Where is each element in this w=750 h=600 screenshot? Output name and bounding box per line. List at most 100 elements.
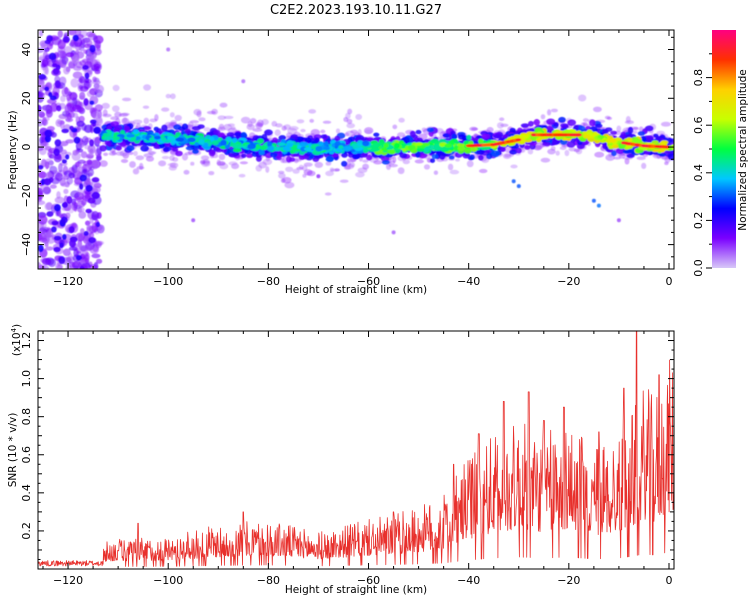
- spectrogram-y-tick-label: −20: [20, 184, 33, 207]
- spectrogram-cell: [143, 117, 150, 125]
- spectrogram-cell: [278, 172, 286, 179]
- spectrogram-y-tick-label: 20: [20, 91, 33, 105]
- spectrogram-cell: [399, 152, 408, 159]
- spectrogram-cell: [613, 156, 621, 160]
- spectrogram-cell: [84, 253, 90, 264]
- spectrogram-cell: [463, 148, 472, 154]
- spectrogram-cell: [317, 141, 324, 146]
- spectrogram-cell: [234, 131, 242, 137]
- spectrogram-cell: [325, 155, 334, 163]
- spectrogram-cell: [172, 157, 179, 162]
- spectrogram-cell: [355, 171, 365, 178]
- spectrogram-cell: [167, 163, 177, 167]
- spectrogram-cell: [169, 112, 175, 118]
- spectrogram-cell: [373, 160, 383, 165]
- spectrogram-cell: [62, 234, 67, 240]
- spectrogram-cell: [240, 153, 247, 158]
- spectrogram-cell: [267, 141, 273, 148]
- spectrogram-cell: [611, 150, 617, 157]
- spectrogram-cell: [56, 191, 61, 199]
- spectrogram-cell: [335, 128, 341, 134]
- snr-x-tick-label: −20: [557, 574, 580, 587]
- spectrogram-cell: [64, 111, 70, 122]
- spectrogram-cell: [86, 90, 95, 98]
- snr-y-tick-label: 1.2: [20, 332, 33, 350]
- colorbar-tick-label: 0.2: [692, 212, 705, 230]
- spectrogram-cell: [601, 129, 609, 134]
- spectrogram-cell: [93, 48, 102, 56]
- spectrogram-cell: [606, 116, 613, 120]
- spectrogram-cell: [83, 79, 92, 84]
- spectrogram-cell: [76, 120, 85, 127]
- spectrogram-cell: [457, 134, 466, 140]
- spectrogram-cell: [392, 124, 398, 130]
- spectrogram-cell: [154, 135, 161, 140]
- snr-y-axis-title: SNR (10 * v/v): [7, 413, 19, 488]
- spectrogram-cell: [115, 151, 125, 156]
- spectrogram-cell: [53, 148, 60, 156]
- spectrogram-cell: [74, 196, 85, 202]
- spectrogram-cell: [402, 159, 410, 165]
- spectrogram-cell: [582, 134, 592, 139]
- spectrogram-cell: [133, 150, 138, 157]
- spectrogram-cell: [72, 34, 79, 42]
- spectrogram-cell: [48, 92, 53, 98]
- spectrogram-cell: [391, 230, 396, 235]
- spectrogram-cell: [660, 121, 671, 127]
- spectrogram-cell: [509, 127, 516, 134]
- spectrogram-cell: [281, 125, 287, 131]
- spectrogram-cell: [70, 39, 75, 47]
- spectrogram-cell: [57, 30, 64, 38]
- spectrogram-cell: [114, 111, 122, 118]
- spectrogram-cell: [203, 127, 211, 132]
- spectrogram-cell: [219, 161, 226, 166]
- spectrogram-cell: [81, 200, 87, 206]
- spectrogram-cell: [596, 203, 601, 208]
- spectrogram-cell: [56, 105, 62, 112]
- spectrogram-cell: [121, 97, 132, 102]
- spectrogram-cell: [258, 161, 267, 169]
- spectrogram-cell: [315, 145, 323, 152]
- spectrogram-cell: [610, 130, 618, 135]
- spectrogram-cell: [38, 165, 44, 170]
- spectrogram-cell: [93, 126, 101, 134]
- spectrogram-cell: [91, 191, 100, 200]
- spectrogram-cell: [73, 136, 81, 144]
- spectrogram-cell: [38, 146, 44, 152]
- spectrogram-frame: [37, 29, 675, 270]
- spectrogram-cell: [356, 140, 364, 147]
- spectrogram-cell: [41, 57, 50, 68]
- spectrogram-cell: [346, 118, 353, 125]
- spectrogram-cell: [288, 126, 299, 131]
- spectrogram-cell: [398, 117, 405, 123]
- snr-y-tick-label: 0.8: [20, 408, 33, 426]
- spectrogram-cell: [576, 143, 585, 149]
- spectrogram-cell: [560, 123, 569, 128]
- colorbar-tick-label: 0.6: [692, 116, 705, 134]
- spectrogram-cell: [226, 132, 235, 137]
- spectrogram-cell: [193, 108, 202, 116]
- spectrogram-cell: [426, 127, 435, 133]
- chart-title: C2E2.2023.193.10.11.G27: [270, 3, 442, 18]
- spectrogram-cell: [407, 144, 416, 150]
- spectrogram-cell: [44, 86, 50, 92]
- spectrogram-cell: [63, 188, 69, 195]
- spectrogram-cell: [75, 232, 86, 242]
- spectrogram-cell: [387, 149, 396, 155]
- spectrogram-cell: [174, 114, 182, 122]
- spectrogram-cell: [551, 140, 558, 146]
- spectrogram-x-axis-title: Height of straight line (km): [285, 284, 427, 296]
- spectrogram-x-tick-label: −20: [557, 275, 580, 288]
- spectrogram-cell: [223, 115, 234, 120]
- spectrogram-cell: [616, 218, 621, 223]
- spectrogram-cell: [198, 139, 205, 146]
- spectrogram-cell: [94, 117, 103, 126]
- spectrogram-cell: [267, 145, 275, 152]
- spectrogram-x-tick-label: −80: [257, 275, 280, 288]
- spectrogram-cell: [341, 160, 348, 167]
- spectrogram-cell: [374, 151, 383, 156]
- spectrogram-cell: [320, 134, 327, 139]
- spectrogram-cell: [60, 149, 68, 155]
- spectrogram-cell: [166, 126, 175, 131]
- spectrogram-cell: [466, 160, 474, 168]
